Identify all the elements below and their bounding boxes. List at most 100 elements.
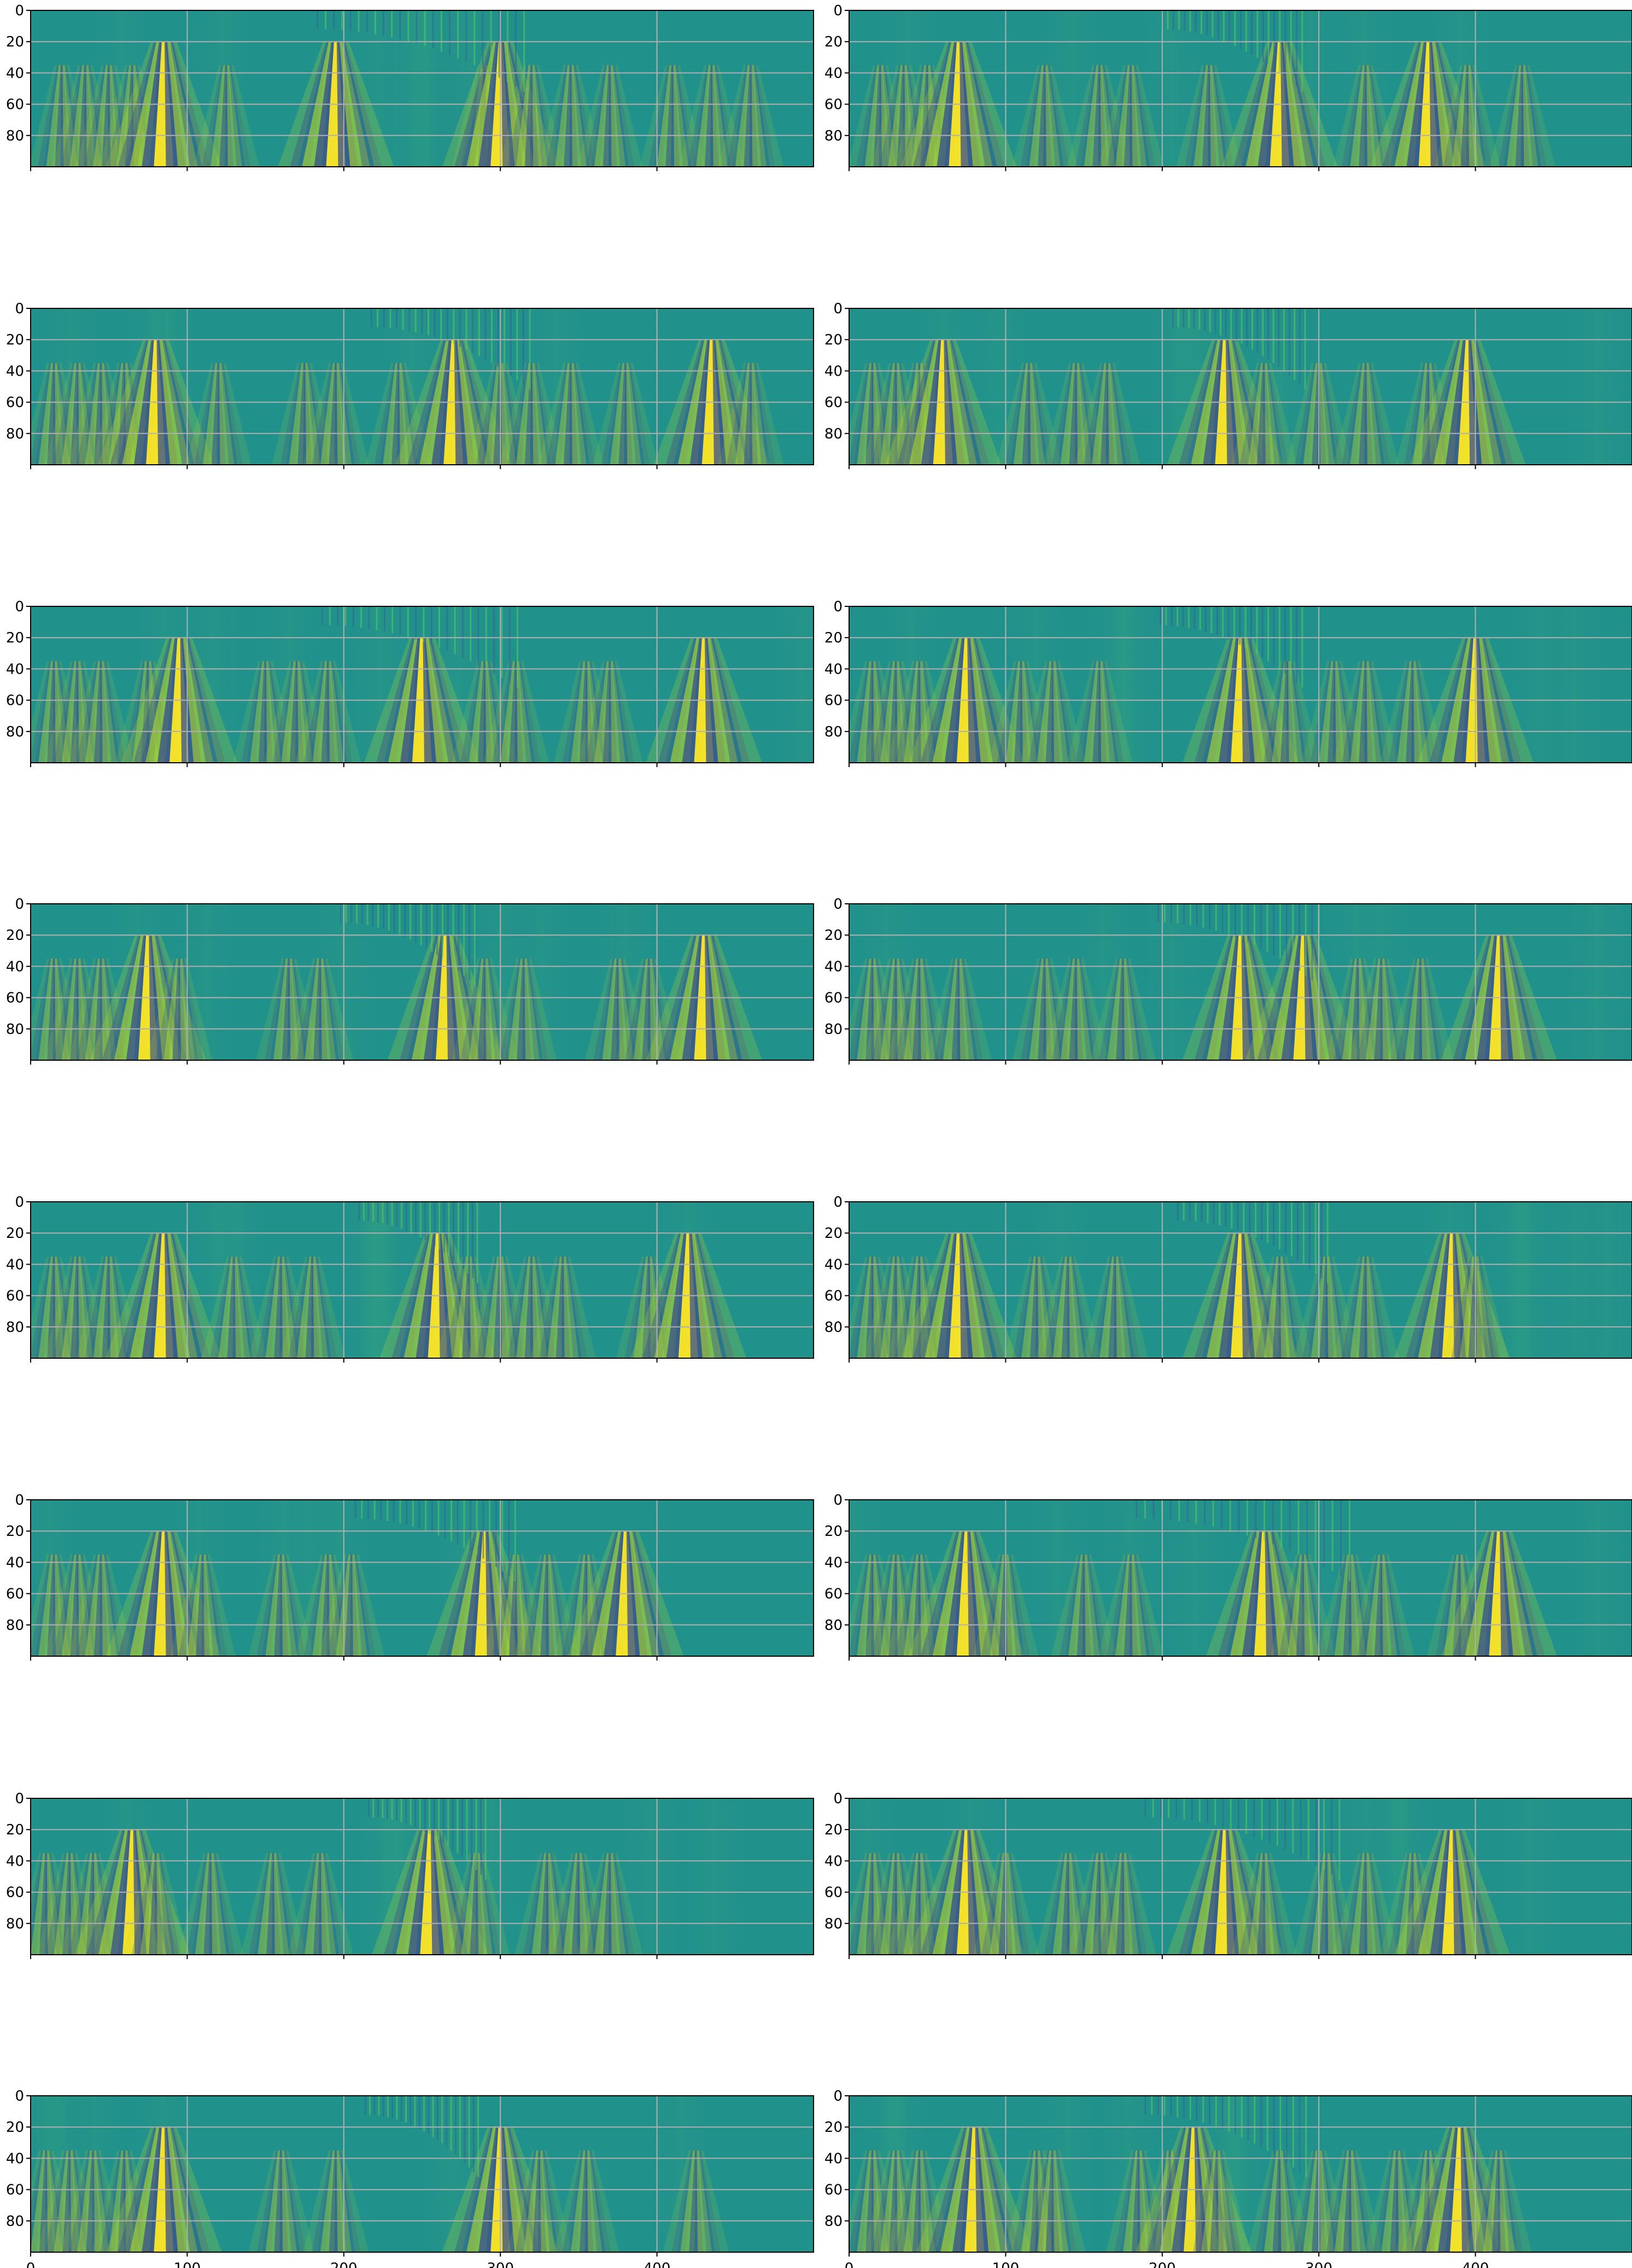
wavelet-stripe [896,363,912,465]
wavelet-arc-stripe [376,606,378,630]
wavelet-stripe [849,2150,870,2252]
wavelet-stripe [1337,661,1359,763]
wavelet-arc-stripe [1292,1798,1294,1854]
wavelet-stripe [221,363,243,465]
wavelet-stripe [303,661,326,763]
wavelet-stripe [553,661,582,763]
wavelet-stripe [1077,363,1092,465]
wavelet-stripe [1491,2150,1506,2252]
wavelet-stripe [697,2150,712,2252]
wavelet-arc-stripe [1210,606,1213,634]
wavelet-fan [1176,65,1242,167]
wavelet-stripe [1075,1853,1097,1955]
wavelet-stripe [487,661,509,763]
x-tick-label: 100 [992,2260,1020,2268]
wavelet-arc-stripe [1183,308,1185,328]
heatmap-panel-r5-c1: 0 20 40 60 80 [6,1194,814,1363]
wavelet-fan [76,65,142,167]
wavelet-arc-stripe [1204,606,1207,632]
wavelet-stripe [1133,1554,1155,1656]
wavelet-stripe [155,958,177,1060]
wavelet-stripe [540,1554,555,1656]
wavelet-stripe [39,2150,54,2252]
wavelet-arc-stripe [1229,10,1231,44]
wavelet-arc-stripe [1279,904,1281,959]
wavelet-arc-stripe [1177,2096,1179,2117]
wavelet-arc-stripe [1165,606,1167,626]
wavelet-arc-stripe [1246,1500,1248,1536]
wavelet-stripe [1107,65,1128,167]
wavelet-arc-stripe [321,606,323,626]
wavelet-fan [1270,1554,1336,1656]
wavelet-arc-stripe [382,1798,384,1818]
wavelet-stripe [903,65,925,167]
wavelet-stripe [1045,2150,1060,2252]
wavelet-stripe [1426,1554,1455,1656]
wavelet-arc-stripe [1167,10,1169,30]
wavelet-arc-stripe [358,10,360,32]
wavelet-stripe [213,1853,235,1955]
wavelet-arc-stripe [1195,1500,1197,1524]
wavelet-stripe [959,958,975,1060]
wavelet-stripe [1098,1554,1127,1656]
wavelet-arc-stripe [1178,10,1180,30]
wavelet-stripe [1045,65,1061,167]
wavelet-arc-stripe [372,1798,375,1817]
wavelet-stripe [896,2150,912,2252]
wavelet-arc-stripe [410,904,412,940]
y-tick-label: 40 [6,2150,24,2167]
wavelet-arc-stripe [1167,1798,1169,1818]
wavelet-arc-stripe [1256,10,1259,59]
wavelet-stripe [1413,661,1429,763]
wavelet-stripe [586,1853,608,1955]
wavelet-stripe [895,363,917,465]
wavelet-arc-stripe [1241,2096,1243,2137]
wavelet-stripe [1045,958,1061,1060]
wavelet-stripe [678,65,707,167]
wavelet-fan [1035,1256,1102,1358]
wavelet-stripe [1460,65,1475,167]
wavelet-stripe [287,1853,316,1955]
heatmap-wash [879,606,945,763]
wavelet-arc-stripe [436,2096,438,2141]
wavelet-stripe [1037,1256,1053,1358]
wavelet-stripe [1055,661,1077,763]
wavelet-arc-stripe [1170,2096,1172,2117]
wavelet-stripe [499,958,522,1060]
wavelet-stripe [1086,1554,1108,1656]
wavelet-stripe [920,958,935,1060]
wavelet-arc-stripe [1177,1202,1179,1221]
wavelet-stripe [452,1853,475,1955]
wavelet-fan [122,1853,189,1955]
wavelet-stripe [1515,65,1530,167]
wavelet-stripe [567,1256,596,1358]
wavelet-stripe [1057,2150,1086,2252]
wavelet-stripe [536,65,565,167]
wavelet-arc-stripe [1219,1202,1221,1226]
wavelet-stripe [1359,363,1373,465]
wavelet-stripe [47,958,61,1060]
wavelet-stripe [1231,363,1260,465]
wavelet-arc-stripe [506,10,508,83]
wavelet-stripe [62,65,78,167]
y-tick-label: 80 [6,1617,24,1634]
wavelet-arc-stripe [1229,1500,1231,1531]
wavelet-stripe [1100,661,1115,763]
wavelet-fan [593,363,659,465]
wavelet-stripe [507,363,529,465]
wavelet-stripe [1061,1256,1075,1358]
wavelet-stripe [31,1853,44,1955]
wavelet-stripe [1472,65,1501,167]
wavelet-arc-stripe [432,2096,434,2137]
wavelet-arc-stripe [461,606,464,658]
wavelet-stripe [514,1853,543,1955]
wavelet-arc-stripe [1296,606,1298,683]
wavelet-arc-stripe [1239,606,1241,645]
wavelet-stripe [1033,363,1062,465]
wavelet-arc-stripe [1212,10,1214,38]
wavelet-stripe [1008,1554,1030,1656]
wavelet-stripe [849,1256,868,1358]
wavelet-arc-stripe [1348,1500,1350,1581]
wavelet-stripe [1526,65,1555,167]
y-tick-label: 80 [824,724,843,740]
